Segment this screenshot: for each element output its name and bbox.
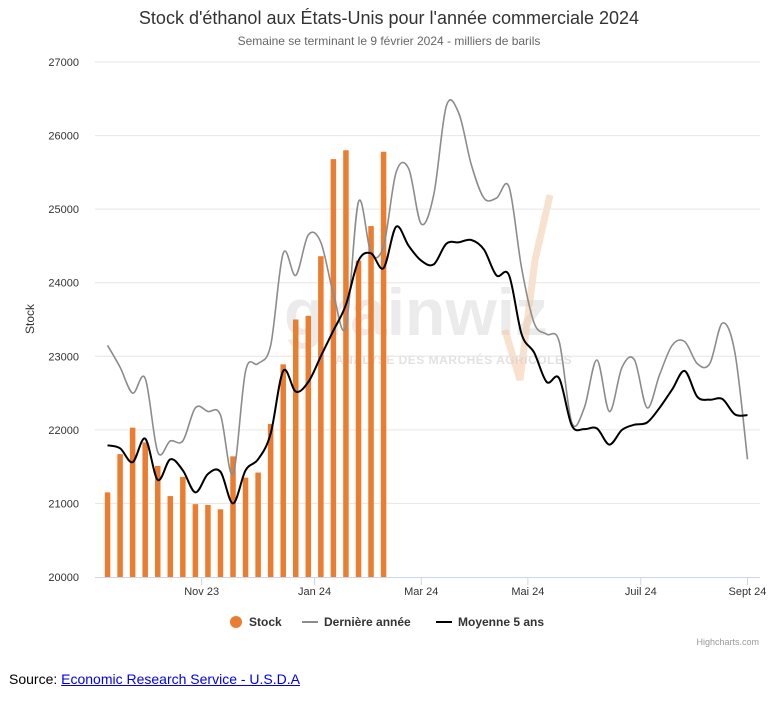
stock-bar xyxy=(267,423,274,577)
y-tick-label: 26000 xyxy=(48,131,79,143)
stock-bar xyxy=(180,476,186,577)
stock-bar xyxy=(230,456,236,577)
highcharts-credit[interactable]: Highcharts.com xyxy=(696,637,759,647)
chart-subtitle: Semaine se terminant le 9 février 2024 -… xyxy=(238,34,541,48)
stock-bars xyxy=(104,150,387,578)
y-tick-label: 22000 xyxy=(48,425,79,437)
legend-symbol-stock xyxy=(230,616,242,628)
x-tick-label: Juil 24 xyxy=(625,586,657,598)
stock-bar xyxy=(205,504,211,577)
stock-bar xyxy=(129,427,136,577)
stock-bar xyxy=(380,151,387,577)
legend-item-avg5: Moyenne 5 ans xyxy=(458,615,544,629)
legend-item-stock: Stock xyxy=(249,615,282,629)
stock-bar xyxy=(255,472,261,577)
chart-title: Stock d'éthanol aux États-Unis pour l'an… xyxy=(139,8,639,28)
stock-bar xyxy=(242,477,249,577)
stock-bar xyxy=(293,319,299,577)
y-tick-label: 20000 xyxy=(48,572,79,584)
stock-bar xyxy=(368,226,374,578)
stock-bar xyxy=(343,150,349,578)
avg5-line xyxy=(107,225,748,505)
stock-bar xyxy=(167,496,174,577)
source-line: Source: Economic Research Service - U.S.… xyxy=(9,671,300,687)
x-tick-label: Jan 24 xyxy=(298,586,331,598)
legend[interactable]: Stock Dernière année Moyenne 5 ans xyxy=(230,615,544,629)
stock-bar xyxy=(305,315,312,577)
watermark: grainwiz ANALYSE DES MARCHÉS AGRICOLES xyxy=(284,194,571,382)
y-tick-label: 25000 xyxy=(48,204,79,216)
stock-bar xyxy=(117,454,123,577)
y-tick-label: 27000 xyxy=(48,57,79,69)
x-tick-label: Mai 24 xyxy=(511,586,544,598)
stock-bar xyxy=(104,492,111,577)
stock-bar xyxy=(192,504,199,577)
y-axis-title: Stock xyxy=(23,303,37,334)
stock-bar xyxy=(355,260,362,577)
y-tick-label: 21000 xyxy=(48,498,79,510)
y-gridlines xyxy=(95,61,760,578)
y-tick-label: 23000 xyxy=(48,351,79,363)
stock-bar xyxy=(217,509,224,577)
x-tick-label: Mar 24 xyxy=(404,586,438,598)
stock-bar xyxy=(318,256,324,577)
x-tick-labels: Nov 23 Jan 24 Mar 24 Mai 24 Juil 24 Sept 24 xyxy=(184,577,766,598)
x-tick-label: Nov 23 xyxy=(184,586,219,598)
source-label: Source: xyxy=(9,671,58,687)
chart: grainwiz ANALYSE DES MARCHÉS AGRICOLES 2… xyxy=(23,8,766,647)
source-link[interactable]: Economic Research Service - U.S.D.A xyxy=(61,671,300,687)
legend-item-last-year: Dernière année xyxy=(324,615,411,629)
series-lines xyxy=(106,99,749,505)
stock-bar xyxy=(154,465,161,577)
watermark-accent-mark xyxy=(501,194,554,382)
y-tick-labels: 20000 21000 22000 23000 24000 25000 26000 27000 xyxy=(48,57,79,584)
last-year-line xyxy=(106,99,749,476)
x-tick-label: Sept 24 xyxy=(728,586,766,598)
y-tick-label: 24000 xyxy=(48,278,79,290)
stock-bar xyxy=(280,364,286,577)
stock-bar xyxy=(330,159,337,577)
stock-bar xyxy=(142,442,148,577)
